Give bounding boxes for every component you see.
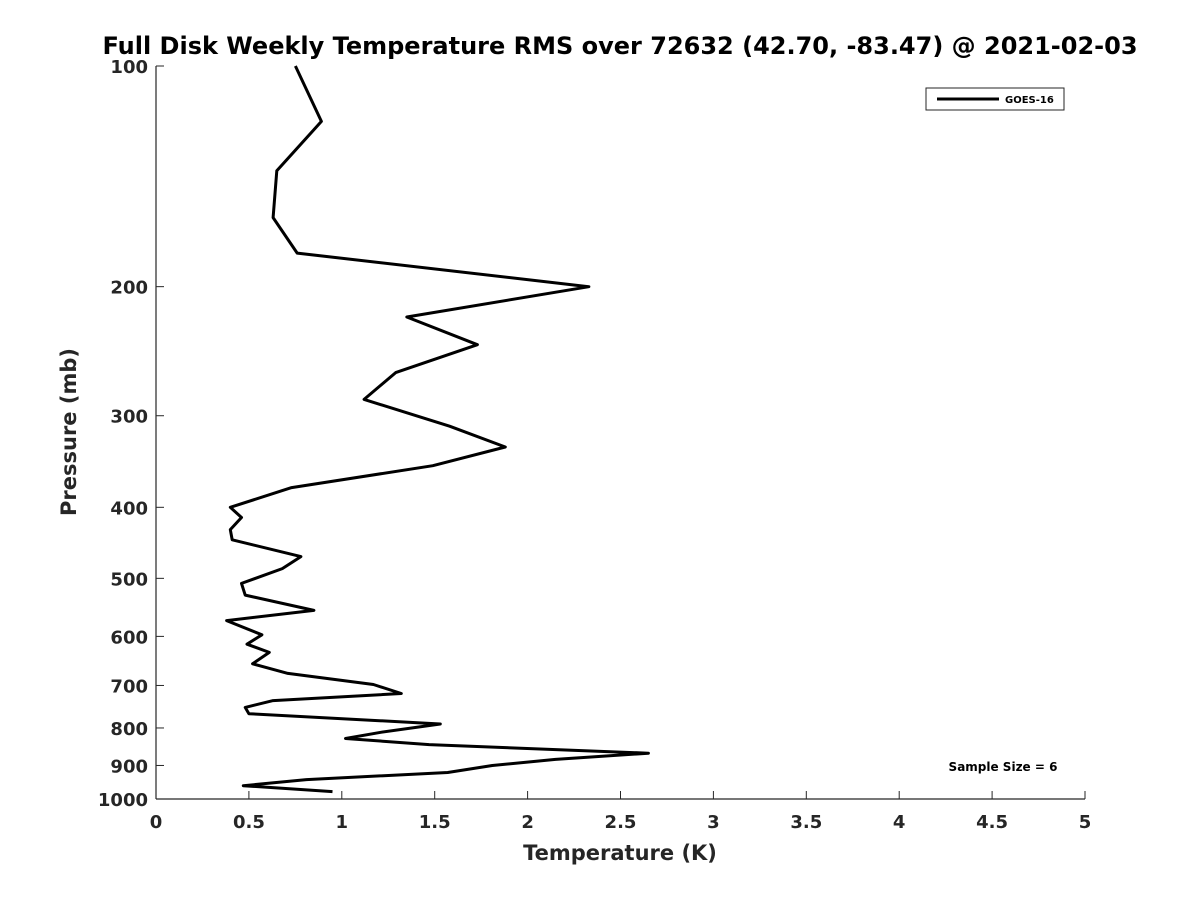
x-tick-label: 0.5 bbox=[233, 812, 265, 833]
y-tick-label: 400 bbox=[110, 498, 148, 519]
x-tick-label: 4 bbox=[893, 812, 906, 833]
x-tick-label: 2.5 bbox=[605, 812, 637, 833]
legend-entry-goes-16: GOES-16 bbox=[1005, 95, 1054, 106]
x-tick-label: 5 bbox=[1079, 812, 1092, 833]
x-tick-label: 2 bbox=[521, 812, 534, 833]
sample-size-annotation: Sample Size = 6 bbox=[949, 760, 1058, 774]
x-tick-label: 0 bbox=[150, 812, 163, 833]
x-tick-label: 1.5 bbox=[419, 812, 451, 833]
y-tick-label: 500 bbox=[110, 569, 148, 590]
y-tick-label: 800 bbox=[110, 719, 148, 740]
legend: GOES-16 bbox=[926, 88, 1064, 110]
y-axis-label: Pressure (mb) bbox=[57, 348, 81, 516]
x-tick-label: 4.5 bbox=[976, 812, 1008, 833]
y-tick-label: 300 bbox=[110, 407, 148, 428]
y-tick-label: 100 bbox=[110, 57, 148, 78]
y-tick-label: 1000 bbox=[98, 790, 148, 811]
y-tick-label: 900 bbox=[110, 756, 148, 777]
x-tick-label: 1 bbox=[336, 812, 349, 833]
chart-title: Full Disk Weekly Temperature RMS over 72… bbox=[102, 32, 1137, 60]
y-tick-label: 600 bbox=[110, 627, 148, 648]
x-tick-label: 3.5 bbox=[790, 812, 822, 833]
x-axis-label: Temperature (K) bbox=[523, 841, 717, 865]
y-tick-label: 200 bbox=[110, 278, 148, 299]
x-tick-label: 3 bbox=[707, 812, 720, 833]
y-tick-label: 700 bbox=[110, 676, 148, 697]
plot-area bbox=[156, 66, 1085, 799]
